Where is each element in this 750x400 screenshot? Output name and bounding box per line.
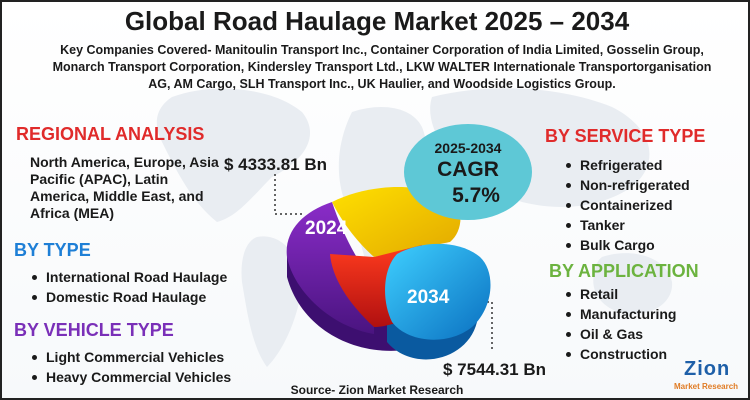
source-text: Source- Zion Market Research (290, 383, 464, 397)
list-item: Light Commercial Vehicles (28, 347, 231, 367)
map-north-america (156, 88, 311, 222)
leader-line-2024 (274, 174, 302, 215)
by-type-heading: BY TYPE (14, 240, 91, 260)
list-item: Tanker (562, 215, 690, 235)
map-south-america (241, 236, 302, 367)
by-vehicle-type-list: Light Commercial Vehicles Heavy Commerci… (28, 347, 231, 387)
logo-tagline: Market Research (674, 382, 739, 391)
list-item: Manufacturing (562, 304, 676, 324)
list-item: Oil & Gas (562, 324, 676, 344)
by-application-list: Retail Manufacturing Oil & Gas Construct… (562, 284, 676, 364)
cagr-value: 5.7% (452, 184, 500, 207)
year-2034-label: 2034 (407, 287, 450, 308)
zion-logo: Zion Market Research (674, 358, 738, 398)
logo-name: Zion (684, 358, 731, 380)
market-value-2034: $ 7544.31 Bn (443, 360, 547, 379)
by-vehicle-type-heading: BY VEHICLE TYPE (14, 320, 174, 340)
pie-slice-blue (385, 243, 491, 340)
list-item: Construction (562, 344, 676, 364)
market-value-2024: $ 4333.81 Bn (224, 155, 328, 174)
by-application-heading: BY APPLICATION (549, 261, 699, 281)
list-item: Refrigerated (562, 155, 690, 175)
map-australia (593, 253, 673, 315)
regional-analysis-heading: REGIONAL ANALYSIS (16, 124, 205, 144)
cagr-label: CAGR (437, 158, 499, 181)
list-item: Retail (562, 284, 676, 304)
page-title: Global Road Haulage Market 2025 – 2034 (124, 6, 630, 36)
list-item: Heavy Commercial Vehicles (28, 367, 231, 387)
by-type-list: International Road Haulage Domestic Road… (28, 267, 227, 307)
by-service-type-heading: BY SERVICE TYPE (545, 126, 706, 146)
cagr-badge: 2025-2034 CAGR 5.7% (404, 124, 532, 220)
list-item: Bulk Cargo (562, 235, 690, 255)
regional-analysis-text: North America, Europe, Asia Pacific (APA… (30, 154, 219, 221)
year-2024-label: 2024 (305, 218, 348, 239)
list-item: Domestic Road Haulage (28, 287, 227, 307)
cagr-period: 2025-2034 (434, 140, 502, 156)
by-service-type-list: Refrigerated Non-refrigerated Containeri… (562, 155, 690, 255)
list-item: Containerized (562, 195, 690, 215)
list-item: International Road Haulage (28, 267, 227, 287)
key-companies-text: Key Companies Covered- Manitoulin Transp… (52, 43, 712, 91)
list-item: Non-refrigerated (562, 175, 690, 195)
